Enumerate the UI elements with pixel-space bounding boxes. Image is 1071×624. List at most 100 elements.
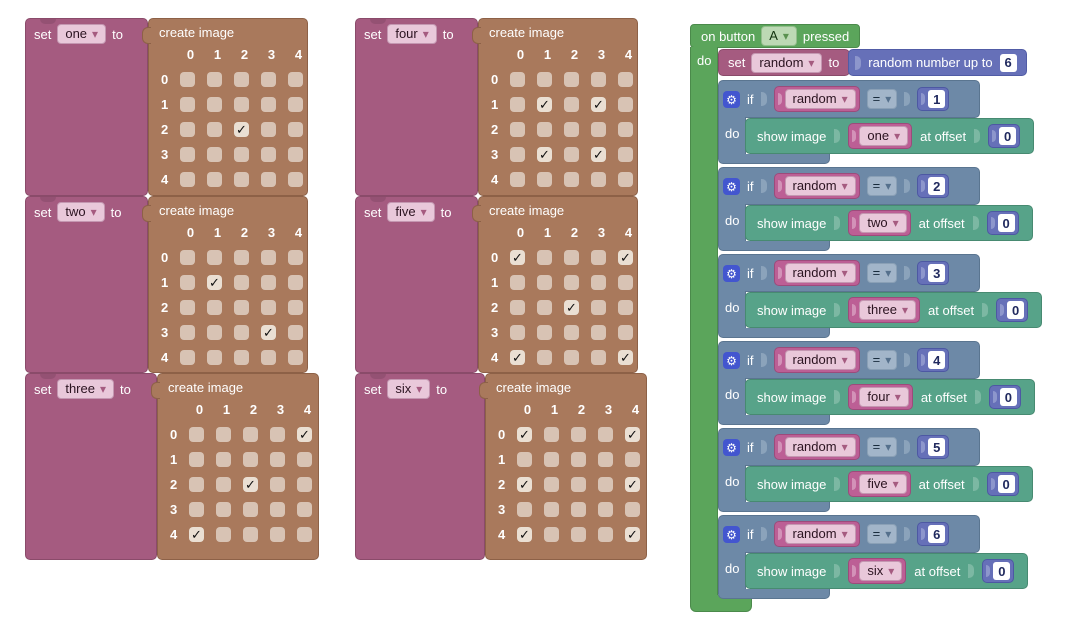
number-block[interactable]: 1 [917,87,950,111]
image-pixel-checkbox-checked[interactable] [537,97,552,112]
if-condition-row[interactable]: if random = 5 [718,428,980,466]
image-pixel-checkbox[interactable] [564,122,579,137]
image-pixel-checkbox-checked[interactable] [625,427,640,442]
gear-icon[interactable] [723,264,740,282]
image-pixel-checkbox[interactable] [625,502,640,517]
image-pixel-checkbox-checked[interactable] [510,250,525,265]
image-pixel-checkbox[interactable] [537,275,552,290]
image-pixel-checkbox[interactable] [288,250,303,265]
gear-icon[interactable] [723,525,740,543]
image-pixel-checkbox-checked[interactable] [625,477,640,492]
image-pixel-checkbox[interactable] [180,97,195,112]
number-block[interactable]: 3 [917,261,950,285]
number-block[interactable]: 0 [988,124,1021,148]
image-pixel-checkbox[interactable] [297,452,312,467]
image-pixel-checkbox[interactable] [537,250,552,265]
variable-dropdown[interactable]: random [784,263,856,283]
number-block[interactable]: 0 [988,385,1021,409]
show-image-block[interactable]: show image one at offset 0 [745,118,1035,154]
image-pixel-checkbox-checked[interactable] [207,275,222,290]
image-pixel-checkbox[interactable] [571,477,586,492]
image-pixel-checkbox[interactable] [288,172,303,187]
number-input[interactable]: 0 [1007,301,1025,319]
image-pixel-checkbox-checked[interactable] [517,477,532,492]
image-pixel-checkbox[interactable] [288,300,303,315]
operator-dropdown[interactable]: = [866,89,898,109]
image-pixel-checkbox[interactable] [288,275,303,290]
image-pixel-checkbox[interactable] [537,350,552,365]
image-pixel-checkbox[interactable] [234,172,249,187]
image-pixel-checkbox[interactable] [216,477,231,492]
image-pixel-checkbox[interactable] [261,172,276,187]
variable-dropdown[interactable]: four [387,24,437,44]
set-variable-block[interactable]: set one to [25,18,148,196]
if-condition-row[interactable]: if random = 1 [718,80,980,118]
image-pixel-checkbox[interactable] [591,172,606,187]
image-pixel-checkbox[interactable] [598,427,613,442]
image-pixel-checkbox[interactable] [270,477,285,492]
image-pixel-checkbox[interactable] [288,325,303,340]
number-input[interactable]: 4 [928,351,946,369]
image-pixel-checkbox[interactable] [510,147,525,162]
image-pixel-checkbox[interactable] [618,325,633,340]
number-input[interactable]: 1 [928,90,946,108]
image-pixel-checkbox[interactable] [180,350,195,365]
image-pixel-checkbox[interactable] [544,527,559,542]
image-pixel-checkbox[interactable] [288,350,303,365]
image-pixel-checkbox[interactable] [618,300,633,315]
image-pixel-checkbox[interactable] [261,250,276,265]
operator-dropdown[interactable]: = [866,350,898,370]
image-pixel-checkbox[interactable] [261,350,276,365]
image-pixel-checkbox[interactable] [207,72,222,87]
image-pixel-checkbox[interactable] [207,325,222,340]
image-pixel-checkbox[interactable] [618,275,633,290]
image-pixel-checkbox[interactable] [234,147,249,162]
variable-dropdown[interactable]: two [57,202,105,222]
image-pixel-checkbox[interactable] [216,427,231,442]
image-pixel-checkbox[interactable] [234,300,249,315]
show-image-block[interactable]: show image five at offset 0 [745,466,1033,502]
image-pixel-checkbox[interactable] [234,72,249,87]
image-pixel-checkbox[interactable] [510,172,525,187]
variable-block[interactable]: random [773,347,860,373]
variable-block[interactable]: random [773,521,860,547]
image-pixel-checkbox[interactable] [625,452,640,467]
variable-dropdown[interactable]: random [784,437,856,457]
operator-dropdown[interactable]: = [866,263,898,283]
set-variable-block[interactable]: set five to [355,196,478,373]
variable-dropdown[interactable]: six [387,379,431,399]
image-pixel-checkbox-checked[interactable] [517,527,532,542]
image-pixel-checkbox-checked[interactable] [625,527,640,542]
image-pixel-checkbox[interactable] [517,502,532,517]
operator-dropdown[interactable]: = [866,524,898,544]
variable-dropdown[interactable]: random [784,350,856,370]
image-pixel-checkbox[interactable] [598,452,613,467]
gear-icon[interactable] [723,177,740,195]
image-pixel-checkbox[interactable] [234,250,249,265]
image-pixel-checkbox-checked[interactable] [537,147,552,162]
show-image-block[interactable]: show image two at offset 0 [745,205,1033,241]
image-pixel-checkbox[interactable] [243,502,258,517]
image-pixel-checkbox[interactable] [180,300,195,315]
variable-block[interactable]: three [848,297,921,323]
number-block[interactable]: 2 [917,174,950,198]
image-pixel-checkbox-checked[interactable] [243,477,258,492]
image-pixel-checkbox[interactable] [544,427,559,442]
image-pixel-checkbox[interactable] [261,275,276,290]
image-pixel-checkbox[interactable] [537,300,552,315]
image-pixel-checkbox[interactable] [270,502,285,517]
number-input[interactable]: 0 [997,214,1015,232]
image-pixel-checkbox[interactable] [261,147,276,162]
variable-dropdown[interactable]: two [859,213,907,233]
image-pixel-checkbox[interactable] [618,172,633,187]
image-pixel-checkbox[interactable] [537,72,552,87]
show-image-block[interactable]: show image four at offset 0 [745,379,1035,415]
image-pixel-checkbox-checked[interactable] [261,325,276,340]
number-input[interactable]: 3 [928,264,946,282]
number-input[interactable]: 0 [999,127,1017,145]
image-pixel-checkbox[interactable] [207,97,222,112]
create-image-block[interactable]: create image 0 1 2 3 4 0 1 2 3 4 [151,373,319,560]
image-pixel-checkbox[interactable] [261,72,276,87]
image-pixel-checkbox[interactable] [618,97,633,112]
show-image-block[interactable]: show image six at offset 0 [745,553,1029,589]
